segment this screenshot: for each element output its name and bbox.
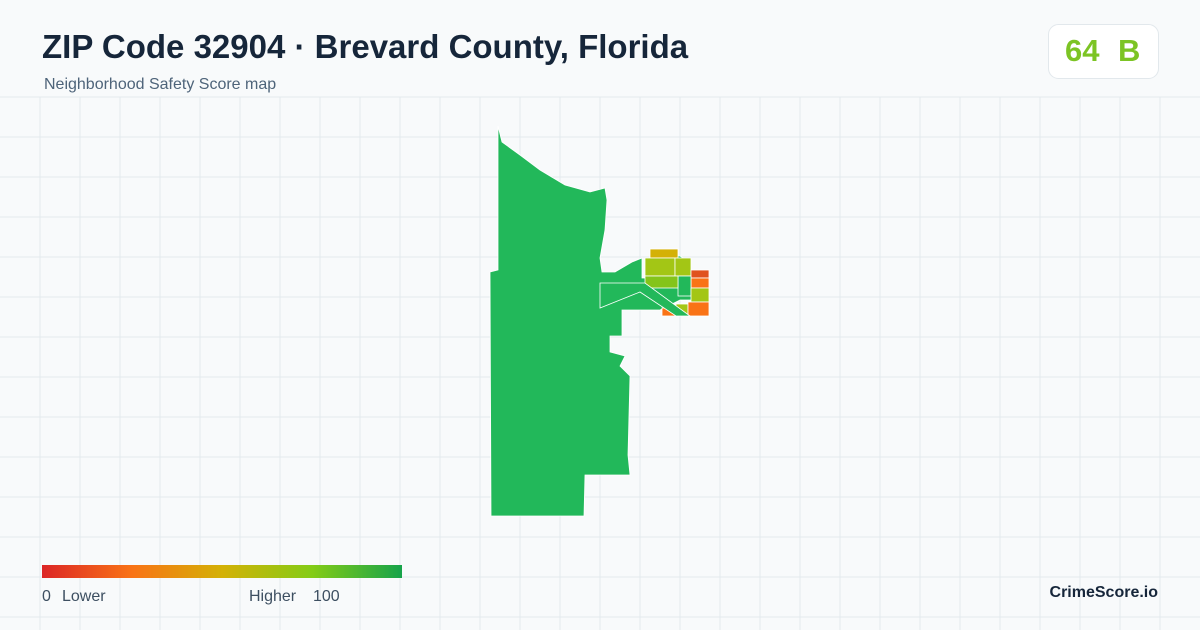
legend-max-text: Higher [249,588,297,605]
legend-max: 100 [313,588,340,605]
legend-min: 0 [42,588,51,605]
legend-bar [42,565,402,578]
subtitle: Neighborhood Safety Score map [44,76,277,93]
grid [0,96,1200,630]
brand: CrimeScore.io [1049,584,1158,601]
block-groups [599,248,710,317]
score-grade: B [1118,33,1141,68]
title: ZIP Code 32904 · Brevard County, Florida [42,28,689,65]
legend-min-text: Lower [62,588,106,605]
score-badge [1048,24,1159,79]
score-value: 64 [1065,33,1100,68]
